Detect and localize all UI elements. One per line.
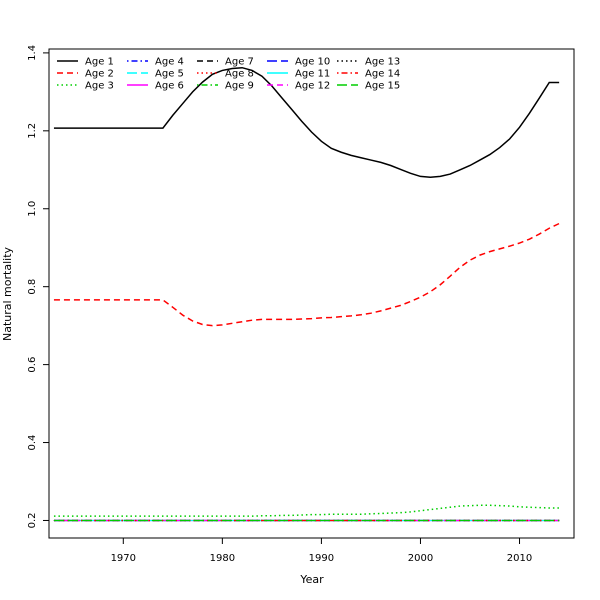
legend-item-age-4: Age 4 xyxy=(127,57,184,68)
legend-item-age-12: Age 12 xyxy=(267,81,330,92)
x-axis: 1970 1980 1990 2000 2010 xyxy=(111,538,532,564)
legend-label: Age 1 xyxy=(85,57,114,68)
legend-item-age-15: Age 15 xyxy=(337,81,400,92)
x-tick-label: 1980 xyxy=(210,553,235,564)
x-tick-label: 1970 xyxy=(111,553,136,564)
y-axis: 0.2 0.4 0.6 0.8 1.0 1.2 1.4 xyxy=(27,45,49,528)
legend-item-age-8: Age 8 xyxy=(197,69,254,80)
y-tick-label: 0.2 xyxy=(27,513,38,529)
y-tick-label: 1.2 xyxy=(27,123,38,139)
legend-label: Age 4 xyxy=(155,57,184,68)
legend-item-age-7: Age 7 xyxy=(197,57,254,68)
legend-label: Age 5 xyxy=(155,69,184,80)
x-tick-label: 1990 xyxy=(309,553,334,564)
legend-label: Age 14 xyxy=(365,69,400,80)
legend-item-age-14: Age 14 xyxy=(337,69,400,80)
legend-label: Age 9 xyxy=(225,81,254,92)
legend-label: Age 12 xyxy=(295,81,330,92)
y-tick-label: 1.4 xyxy=(27,45,38,61)
series-line-age-2 xyxy=(53,222,560,327)
plot-frame xyxy=(48,48,575,539)
y-tick-label: 0.4 xyxy=(27,435,38,451)
y-tick-label: 0.8 xyxy=(27,279,38,295)
legend-item-age-6: Age 6 xyxy=(127,81,184,92)
legend-item-age-10: Age 10 xyxy=(267,57,330,68)
x-tick-label: 2010 xyxy=(507,553,532,564)
legend-item-age-9: Age 9 xyxy=(197,81,254,92)
series-line-age-1 xyxy=(53,66,560,178)
legend-label: Age 7 xyxy=(225,57,254,68)
legend-item-age-1: Age 1 xyxy=(57,57,114,68)
legend-label: Age 13 xyxy=(365,57,400,68)
series-line-age-3 xyxy=(53,504,560,517)
legend-label: Age 10 xyxy=(295,57,330,68)
legend-item-age-5: Age 5 xyxy=(127,69,184,80)
y-tick-label: 0.6 xyxy=(27,357,38,373)
legend-label: Age 2 xyxy=(85,69,114,80)
legend-item-age-2: Age 2 xyxy=(57,69,114,80)
series-layer xyxy=(53,66,560,522)
y-tick-label: 1.0 xyxy=(27,201,38,217)
legend-label: Age 15 xyxy=(365,81,400,92)
legend-label: Age 3 xyxy=(85,81,114,92)
legend-item-age-3: Age 3 xyxy=(57,81,114,92)
x-axis-label: Year xyxy=(299,573,324,586)
x-tick-label: 2000 xyxy=(408,553,433,564)
legend-item-age-11: Age 11 xyxy=(267,69,330,80)
legend-label: Age 8 xyxy=(225,69,254,80)
y-axis-label: Natural mortality xyxy=(1,246,14,341)
legend-label: Age 11 xyxy=(295,69,330,80)
legend-label: Age 6 xyxy=(155,81,184,92)
legend-item-age-13: Age 13 xyxy=(337,57,400,68)
